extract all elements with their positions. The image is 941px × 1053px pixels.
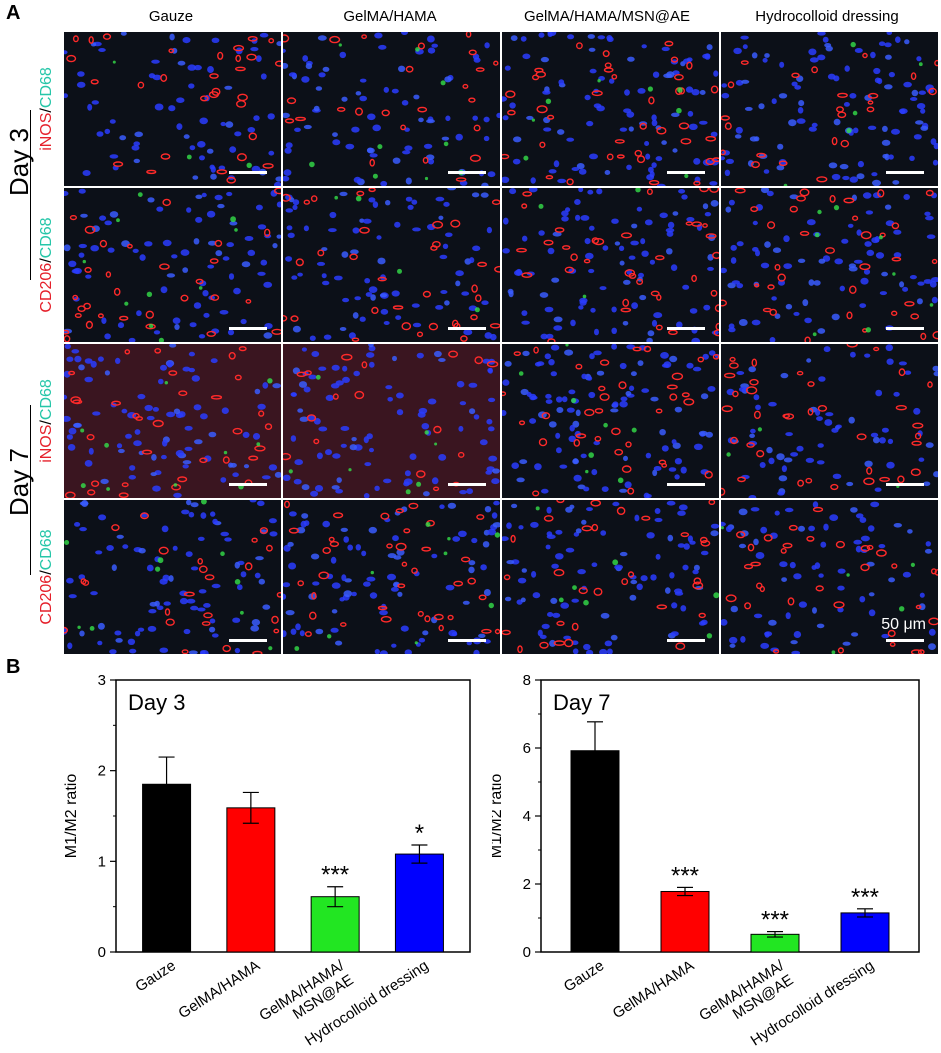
significance-marker: *** — [321, 862, 349, 889]
microscopy-image-grid: 50 μm — [64, 32, 940, 656]
y-tick-label: 1 — [98, 853, 106, 870]
day-3-label: Day 3 — [4, 128, 34, 196]
scale-bar — [886, 483, 924, 486]
x-tick-label: GelMA/HAMA — [175, 957, 263, 1022]
y-tick-label: 6 — [523, 740, 531, 757]
scale-bar — [886, 639, 924, 642]
chart-title: Day 3 — [128, 690, 185, 715]
scale-bar — [229, 171, 267, 174]
bar — [142, 783, 192, 953]
significance-marker: *** — [671, 862, 699, 889]
scale-bar — [448, 327, 486, 330]
bar — [226, 807, 276, 953]
column-header-gelma-hama-msn: GelMA/HAMA/MSN@AE — [523, 8, 691, 25]
scale-bar — [229, 327, 267, 330]
microscopy-image — [502, 500, 719, 654]
panel-a-letter: A — [6, 2, 21, 24]
microscopy-image — [283, 500, 500, 654]
bar — [570, 750, 620, 953]
bar — [840, 912, 890, 953]
row-label-1: iNOS/CD68 — [38, 67, 55, 151]
microscopy-image — [64, 500, 281, 654]
row-label-3: iNOS/CD68 — [38, 379, 55, 463]
microscopy-image — [64, 32, 281, 186]
scale-bar — [229, 639, 267, 642]
y-tick-label: 2 — [523, 876, 531, 893]
scale-bar — [448, 639, 486, 642]
microscopy-image: 50 μm — [721, 500, 938, 654]
y-tick-label: 8 — [523, 672, 531, 689]
microscopy-image — [64, 344, 281, 498]
microscopy-image — [721, 188, 938, 342]
chart-day-3: 0 1 2 3 M1/M2 ratio Day 3 Gauze GelMA/HAMA *** Ge… — [30, 662, 480, 1049]
bar — [310, 896, 360, 953]
bar — [660, 890, 710, 953]
panel-b-letter: B — [6, 656, 21, 678]
day-3-bracket — [30, 110, 31, 280]
bar — [394, 853, 444, 953]
x-tick-label: Gauze — [132, 957, 178, 995]
scale-bar — [448, 171, 486, 174]
row-label-2: CD206/CD68 — [38, 217, 55, 313]
y-tick-label: 0 — [98, 944, 106, 961]
row-label-4: CD206/CD68 — [38, 529, 55, 625]
microscopy-image — [502, 32, 719, 186]
column-header-hydrocolloid: Hydrocolloid dressing — [755, 8, 899, 25]
significance-marker: * — [415, 820, 424, 847]
x-tick-label: GelMA/HAMA — [610, 957, 698, 1022]
microscopy-image — [502, 344, 719, 498]
chart-title: Day 7 — [553, 690, 610, 715]
x-tick-label: Gauze — [561, 957, 607, 995]
y-tick-label: 4 — [523, 808, 531, 825]
microscopy-image — [283, 188, 500, 342]
microscopy-image — [283, 32, 500, 186]
microscopy-image — [283, 344, 500, 498]
scale-bar — [886, 171, 924, 174]
chart-day-7: 0 2 4 6 8 M1/M2 ratio Day 7 Gauze *** GelMA/HAMA *… — [488, 662, 937, 1049]
column-header-gelma-hama: GelMA/HAMA — [343, 8, 437, 25]
scale-bar — [448, 483, 486, 486]
scale-bar — [667, 483, 705, 486]
microscopy-image — [721, 344, 938, 498]
scale-bar-label: 50 μm — [881, 616, 926, 633]
scale-bar — [667, 639, 705, 642]
scale-bar — [886, 327, 924, 330]
microscopy-image — [721, 32, 938, 186]
y-tick-label: 0 — [523, 944, 531, 961]
y-tick-label: 2 — [98, 763, 106, 780]
microscopy-image — [64, 188, 281, 342]
column-header-gauze: Gauze — [148, 8, 194, 25]
significance-marker: *** — [761, 907, 789, 934]
significance-marker: *** — [851, 884, 879, 911]
microscopy-image — [502, 188, 719, 342]
scale-bar — [229, 483, 267, 486]
scale-bar — [667, 171, 705, 174]
y-axis-label: M1/M2 ratio — [63, 774, 80, 859]
day-7-bracket — [30, 405, 31, 575]
y-tick-label: 3 — [98, 672, 106, 689]
y-axis-label: M1/M2 ratio — [492, 774, 505, 859]
scale-bar — [667, 327, 705, 330]
day-7-label: Day 7 — [4, 448, 34, 516]
